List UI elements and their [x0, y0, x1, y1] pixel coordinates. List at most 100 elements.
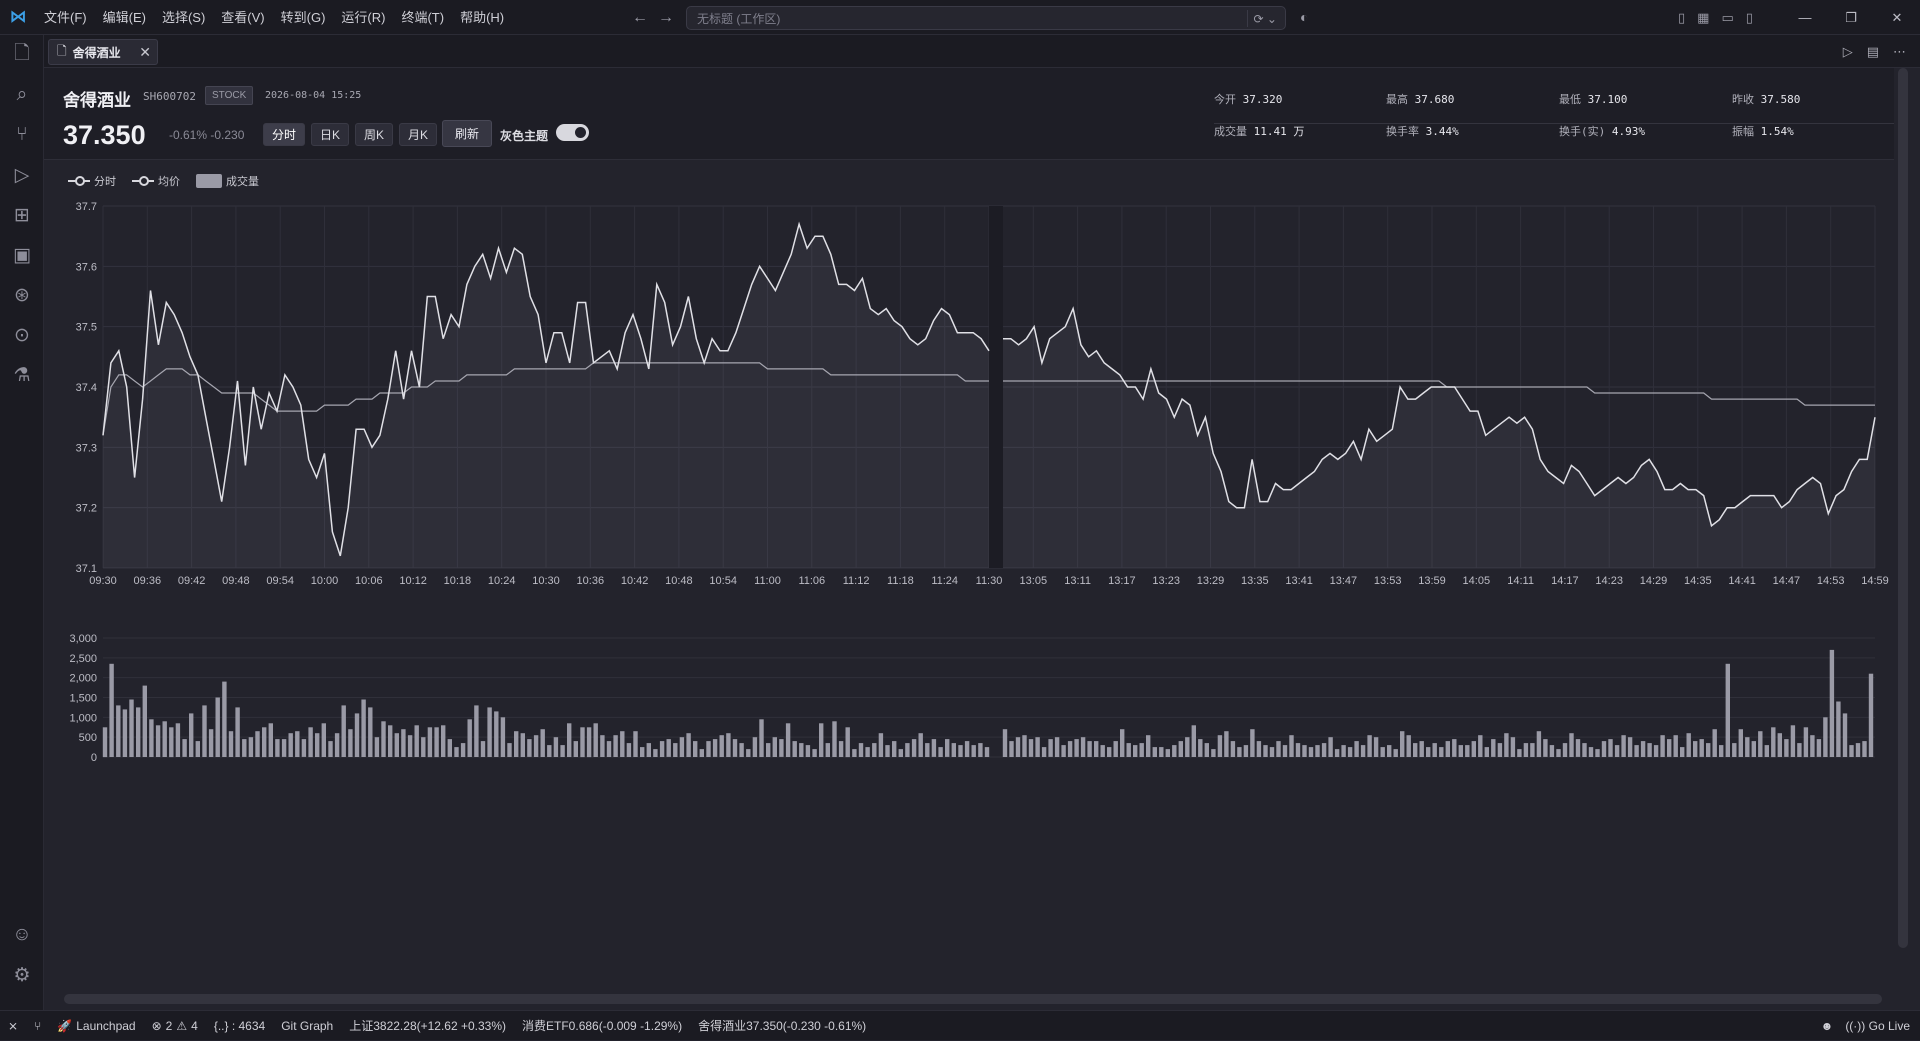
period-button-2[interactable]: 周K	[355, 123, 394, 146]
remote-explorer-icon[interactable]: ▣	[13, 244, 31, 266]
volume-bar	[155, 725, 161, 757]
volume-bar	[640, 747, 645, 757]
git-graph-icon[interactable]: ⊛	[14, 284, 30, 306]
command-center[interactable]: 无标题 (工作区) ⟳ ⌄	[686, 6, 1286, 30]
run-debug-icon[interactable]: ▷	[14, 164, 30, 186]
volume-bar	[1504, 733, 1509, 757]
forward-arrow-icon[interactable]: →	[658, 8, 674, 26]
menu-item-0[interactable]: 文件(F)	[44, 9, 87, 25]
volume-bar	[911, 739, 917, 757]
volume-tick-label: 2,500	[69, 653, 97, 665]
volume-bar	[1601, 741, 1607, 757]
restore-button[interactable]: ❐	[1845, 9, 1857, 25]
run-icon[interactable]: ▷	[1842, 43, 1853, 59]
volume-bar	[626, 743, 632, 757]
account-icon[interactable]: ☺	[12, 924, 32, 945]
volume-bar	[242, 739, 247, 757]
copilot-status-icon[interactable]: ☻	[1820, 1019, 1834, 1033]
x-tick-label: 09:42	[178, 575, 206, 587]
x-tick-label: 14:29	[1640, 575, 1668, 587]
volume-bar	[792, 741, 797, 757]
period-button-0[interactable]: 分时	[263, 123, 306, 146]
menu-item-2[interactable]: 选择(S)	[161, 9, 206, 25]
volume-bar	[1842, 713, 1848, 757]
x-tick-label: 13:29	[1197, 575, 1225, 587]
volume-bar	[407, 735, 413, 757]
launchpad-item[interactable]: 🚀 Launchpad	[57, 1018, 136, 1033]
explorer-icon[interactable]: 🗋	[14, 43, 30, 64]
source-control-icon[interactable]: ⑂	[16, 124, 28, 145]
volume-bar	[600, 735, 605, 757]
close-window-button[interactable]: ✕	[1891, 9, 1903, 25]
git-graph-item[interactable]: Git Graph	[281, 1018, 334, 1033]
period-button-1[interactable]: 日K	[311, 123, 350, 146]
toggle-secondary-sidebar-icon[interactable]: ▯	[1745, 9, 1753, 25]
tab-stock[interactable]: 🗋 舍得酒业 ✕	[48, 39, 158, 65]
index-etf[interactable]: 消费ETF0.686(-0.009 -1.29%)	[522, 1019, 683, 1033]
volume-bar	[288, 733, 293, 757]
volume-bar	[1341, 745, 1346, 757]
menu-item-5[interactable]: 运行(R)	[341, 9, 386, 25]
split-editor-icon[interactable]: ▤	[1866, 43, 1879, 59]
volume-tick-label: 3,000	[69, 633, 97, 645]
braces-item[interactable]: {..} : 4634	[213, 1018, 266, 1033]
volume-bar	[1334, 749, 1340, 757]
volume-bar	[1347, 747, 1353, 757]
minimize-button[interactable]: —	[1798, 10, 1812, 25]
period-button-3[interactable]: 月K	[399, 123, 438, 146]
volume-bar	[878, 733, 884, 757]
vertical-scrollbar[interactable]	[1898, 68, 1908, 948]
y-tick-label: 37.1	[76, 563, 97, 575]
search-icon[interactable]: ⌕	[16, 84, 28, 105]
legend-volume[interactable]: 成交量	[196, 173, 259, 189]
volume-bar	[958, 745, 963, 757]
volume-bar	[832, 721, 837, 757]
volume-bar	[1556, 749, 1561, 757]
layout-icon[interactable]: ▦	[1697, 9, 1710, 25]
settings-gear-icon[interactable]: ⚙	[13, 964, 31, 986]
menu-item-4[interactable]: 转到(G)	[280, 9, 326, 25]
extensions-icon[interactable]: ⊞	[14, 204, 30, 226]
legend-avg[interactable]: 均价	[132, 173, 180, 189]
more-actions-icon[interactable]: ⋯	[1893, 43, 1906, 59]
volume-bar	[1243, 745, 1249, 757]
volume-bar	[1230, 741, 1236, 757]
problems-item[interactable]: ⊗ 2 ⚠ 4	[151, 1018, 198, 1033]
go-live-item[interactable]: ((·)) Go Live	[1845, 1019, 1910, 1033]
status-bar: ⨯ ⑂ 🚀 Launchpad ⊗ 2 ⚠ 4 {..} : 4634 Git Grap…	[0, 1010, 1920, 1040]
timeline-icon[interactable]: ⊙	[14, 324, 30, 346]
menu-item-7[interactable]: 帮助(H)	[460, 9, 505, 25]
menu-item-3[interactable]: 查看(V)	[221, 9, 265, 25]
volume-bar	[819, 723, 824, 757]
volume-bar	[1367, 735, 1372, 757]
volume-bar	[1406, 735, 1411, 757]
copilot-icon[interactable]: ◐	[1300, 9, 1309, 25]
x-tick-label: 09:54	[266, 575, 294, 587]
menu-item-6[interactable]: 终端(T)	[401, 9, 445, 25]
refresh-button[interactable]: 刷新	[442, 120, 493, 147]
index-sh[interactable]: 上证3822.28(+12.62 +0.33%)	[349, 1019, 507, 1033]
legend-line[interactable]: 分时	[68, 173, 116, 189]
volume-bar	[560, 745, 565, 757]
warning-icon: ⚠	[176, 1018, 188, 1033]
toggle-sidebar-icon[interactable]: ▯	[1678, 9, 1686, 25]
toggle-panel-icon[interactable]: ▭	[1721, 9, 1734, 25]
back-arrow-icon[interactable]: ←	[632, 8, 648, 26]
volume-bar	[1862, 741, 1867, 757]
intraday-chart[interactable]: 37.7 37.6 37.5 37.4 37.3 37.2 37.109:30 09:36 09…	[44, 68, 1894, 948]
broadcast-icon: ((·))	[1845, 1019, 1866, 1033]
close-tab-icon[interactable]: ✕	[139, 43, 151, 60]
gray-theme-toggle[interactable]	[556, 124, 589, 141]
remote-indicator-icon[interactable]: ⨯	[8, 1018, 19, 1033]
volume-bar	[905, 743, 910, 757]
menu-item-1[interactable]: 编辑(E)	[102, 9, 146, 25]
volume-tick-label: 2,000	[69, 673, 97, 685]
x-tick-label: 10:24	[488, 575, 516, 587]
horizontal-scrollbar[interactable]	[64, 994, 1882, 1004]
sync-icon[interactable]: ⟳ ⌄	[1246, 10, 1277, 27]
volume-bar	[732, 739, 738, 757]
testing-icon[interactable]: ⚗	[13, 364, 31, 386]
volume-bar	[1478, 735, 1483, 757]
index-stock[interactable]: 舍得酒业37.350(-0.230 -0.61%)	[698, 1019, 867, 1033]
git-branch-icon[interactable]: ⑂	[34, 1018, 42, 1033]
